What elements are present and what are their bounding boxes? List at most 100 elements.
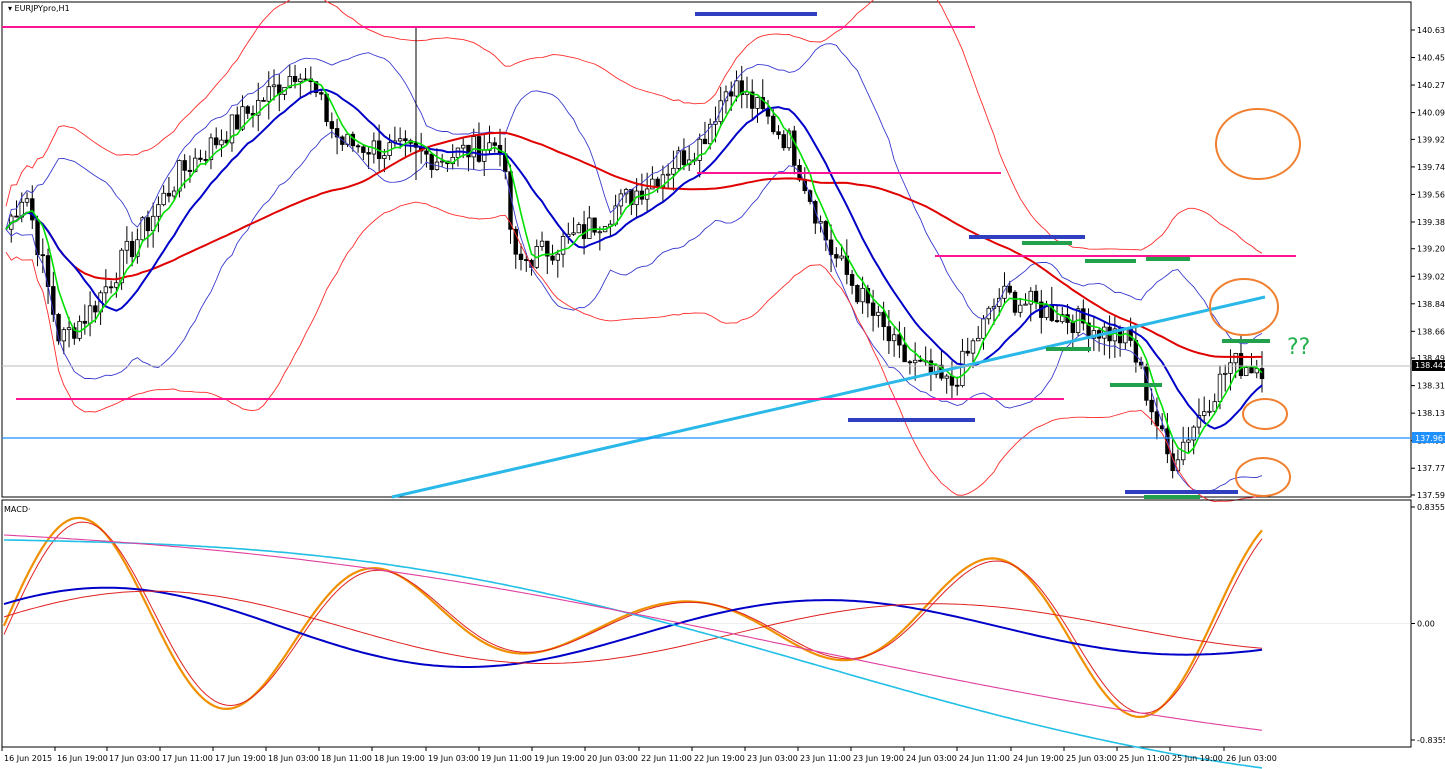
macd-y-tick-label: 0.8355	[1417, 503, 1445, 512]
candle-body	[187, 169, 193, 172]
candle-body	[1060, 314, 1065, 323]
y-tick-label: 139.560	[1417, 190, 1445, 199]
candle-body	[1228, 362, 1233, 374]
candle-body	[235, 114, 240, 130]
candle-body	[702, 138, 708, 145]
candle-body	[1249, 367, 1254, 374]
candle-body	[1207, 410, 1212, 413]
candle-body	[403, 138, 408, 142]
candle-body	[266, 86, 271, 102]
bollinger-upper-blue	[5, 43, 1263, 345]
current-price-tag	[1412, 360, 1445, 371]
candle-body	[1191, 426, 1196, 441]
candle-body	[907, 361, 913, 364]
candle-body	[1217, 373, 1223, 403]
candle-body	[560, 236, 566, 255]
support-price-label: 137.967	[1415, 434, 1445, 443]
x-tick-label: 25 Jun 19:00	[1172, 754, 1223, 763]
macd-long-cyan	[3, 539, 1263, 769]
candle-body	[161, 192, 166, 206]
candle-body	[329, 121, 335, 129]
x-tick-label: 18 Jun 19:00	[374, 754, 425, 763]
candle-body	[319, 92, 324, 95]
x-tick-label: 25 Jun 03:00	[1066, 754, 1117, 763]
candle-body	[997, 297, 1002, 307]
candle-body	[82, 320, 88, 324]
candle-body	[198, 157, 203, 160]
candle-body	[587, 217, 592, 239]
candle-body	[382, 155, 387, 159]
x-tick-label: 17 Jun 11:00	[162, 754, 213, 763]
candle-body	[1244, 367, 1249, 377]
candle-body	[156, 204, 161, 217]
candle-body	[839, 255, 844, 259]
candle-body	[214, 137, 219, 146]
x-tick-label: 17 Jun 03:00	[109, 754, 160, 763]
candle-body	[550, 255, 555, 261]
candle-body	[256, 99, 261, 116]
y-tick-label: 137.770	[1417, 464, 1445, 473]
candle-body	[87, 305, 93, 324]
main-panel-frame	[1, 1, 1412, 498]
candle-body	[24, 198, 30, 203]
candle-body	[697, 138, 702, 161]
candle-body	[14, 215, 19, 218]
chart-title: ▾ EURJPYpro,H1	[8, 4, 70, 13]
x-tick-label: 16 Jun 2015	[4, 754, 52, 763]
candle-body	[1133, 340, 1139, 363]
candle-body	[1149, 399, 1154, 413]
candle-body	[1201, 411, 1207, 416]
candle-body	[781, 134, 786, 149]
candle-body	[750, 91, 755, 109]
y-tick-label: 140.275	[1417, 81, 1445, 90]
candle-body	[108, 286, 114, 289]
x-tick-label: 24 Jun 11:00	[959, 754, 1010, 763]
candle-body	[571, 232, 576, 235]
y-tick-label: 137.595	[1417, 491, 1445, 500]
candle-body	[1002, 285, 1007, 299]
candle-body	[655, 178, 660, 188]
candle-body	[1081, 308, 1086, 324]
macd-main-line	[3, 586, 1263, 668]
moving-average-slow	[5, 131, 1262, 359]
candle-body	[807, 190, 813, 202]
candle-body	[876, 311, 881, 316]
candle-body	[66, 327, 72, 331]
candle-body	[918, 359, 923, 362]
candle-body	[361, 146, 366, 153]
x-tick-label: 25 Jun 11:00	[1119, 754, 1170, 763]
candle-body	[886, 326, 892, 342]
macd-signal-line	[3, 590, 1263, 664]
rising-trendline	[391, 295, 1266, 499]
macd-title: MACD·	[4, 505, 31, 514]
candle-body	[114, 282, 119, 288]
candle-body	[944, 375, 949, 379]
candle-body	[524, 259, 529, 261]
candle-body	[665, 173, 671, 176]
candle-body	[828, 239, 834, 255]
candle-body	[366, 152, 371, 155]
candle-body	[40, 254, 45, 257]
candle-body	[261, 99, 266, 102]
candle-body	[1259, 368, 1265, 380]
candle-body	[849, 274, 855, 286]
candle-body	[760, 97, 765, 110]
candle-body	[324, 93, 329, 122]
y-tick-label: 138.310	[1417, 382, 1445, 391]
candle-body	[93, 305, 98, 313]
candle-body	[1007, 285, 1012, 293]
x-tick-label: 19 Jun 19:00	[534, 754, 585, 763]
y-tick-label: 138.490	[1417, 354, 1445, 363]
candle-body	[970, 340, 976, 354]
candle-body	[1196, 415, 1202, 428]
candle-body	[976, 337, 981, 342]
question-annotation: ??	[1287, 335, 1310, 360]
candle-body	[676, 150, 681, 169]
candle-body	[340, 136, 345, 145]
candle-body	[287, 76, 292, 88]
x-tick-label: 23 Jun 03:00	[747, 754, 798, 763]
candle-body	[171, 190, 177, 197]
candle-body	[881, 311, 886, 328]
candle-body	[119, 249, 124, 284]
candle-body	[986, 307, 991, 320]
